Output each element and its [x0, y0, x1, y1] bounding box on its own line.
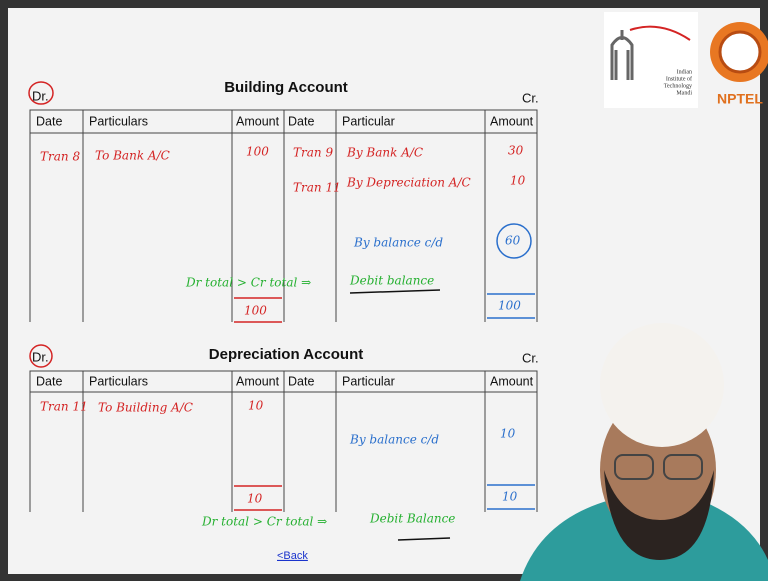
underline: [397, 537, 451, 541]
conclusion: Debit Balance: [369, 512, 455, 526]
logo-text: Technology: [664, 83, 692, 89]
beard: [604, 470, 714, 560]
nptel-logo-inner: [718, 30, 762, 74]
gate-icon: [610, 30, 634, 80]
credit-label: Cr.: [522, 90, 539, 105]
account-table: [29, 370, 538, 512]
debit-label: Dr.: [32, 88, 49, 103]
header: Amount: [490, 374, 534, 388]
entry-particulars: By balance c/d: [353, 236, 443, 250]
entry-date: Tran 11: [293, 181, 341, 195]
entry-amount: 100: [246, 145, 269, 159]
entry-amount: 10: [510, 174, 526, 188]
credit-label: Cr.: [522, 350, 539, 365]
conclusion: Debit balance: [349, 274, 434, 288]
credit-total: 100: [498, 299, 521, 313]
header: Date: [288, 374, 314, 388]
entry-amount: 60: [505, 234, 521, 248]
entry-particulars: By Bank A/C: [346, 146, 423, 160]
column-lines: [29, 371, 538, 512]
header: Date: [288, 114, 314, 128]
note: Dr total > Cr total ⇒: [201, 515, 327, 529]
turban: [600, 323, 724, 447]
column-lines: [29, 110, 538, 322]
entry-particulars: To Bank A/C: [95, 149, 170, 163]
entry-date: Tran 8: [40, 150, 80, 164]
header: Amount: [236, 114, 280, 128]
entry-amount: 10: [248, 399, 264, 413]
logo-text: Institute of: [666, 75, 692, 82]
glasses: [614, 454, 654, 480]
note: Dr total > Cr total ⇒: [185, 276, 311, 290]
credit-total: 10: [502, 490, 518, 504]
nptel-name: NPTEL: [717, 91, 763, 107]
header: Amount: [490, 114, 534, 128]
header: Particulars: [89, 114, 148, 128]
debit-total: 10: [247, 492, 263, 506]
back-link[interactable]: <Back: [277, 550, 308, 562]
debit-label: Dr.: [32, 349, 49, 364]
header: Particular: [342, 114, 395, 128]
annotation-circle: [29, 344, 53, 368]
entry-amount: 30: [508, 144, 524, 158]
account-table: [29, 109, 538, 322]
annotation-circle: [496, 223, 532, 259]
debit-total: 100: [244, 304, 267, 318]
entry-amount: 10: [500, 427, 516, 441]
entry-particulars: By Depreciation A/C: [346, 176, 471, 190]
logo-text: Mandi: [676, 90, 692, 96]
logo-text: Indian: [677, 69, 692, 75]
entry-particulars: To Building A/C: [98, 401, 193, 415]
logo-box: [604, 12, 698, 108]
entry-date: Tran 9: [293, 146, 333, 160]
account-title: Building Account: [224, 79, 348, 96]
presenter: [520, 323, 768, 581]
entry-particulars: By balance c/d: [349, 433, 439, 447]
header: Date: [36, 114, 62, 128]
header: Date: [36, 374, 62, 388]
header: Particular: [342, 374, 395, 388]
glasses: [663, 454, 703, 480]
entry-date: Tran 11: [40, 400, 88, 414]
header: Amount: [236, 374, 280, 388]
annotation-circle: [28, 81, 54, 105]
logo-arc: [629, 25, 691, 41]
header: Particulars: [89, 374, 148, 388]
underline: [349, 289, 441, 294]
account-title: Depreciation Account: [209, 346, 363, 363]
